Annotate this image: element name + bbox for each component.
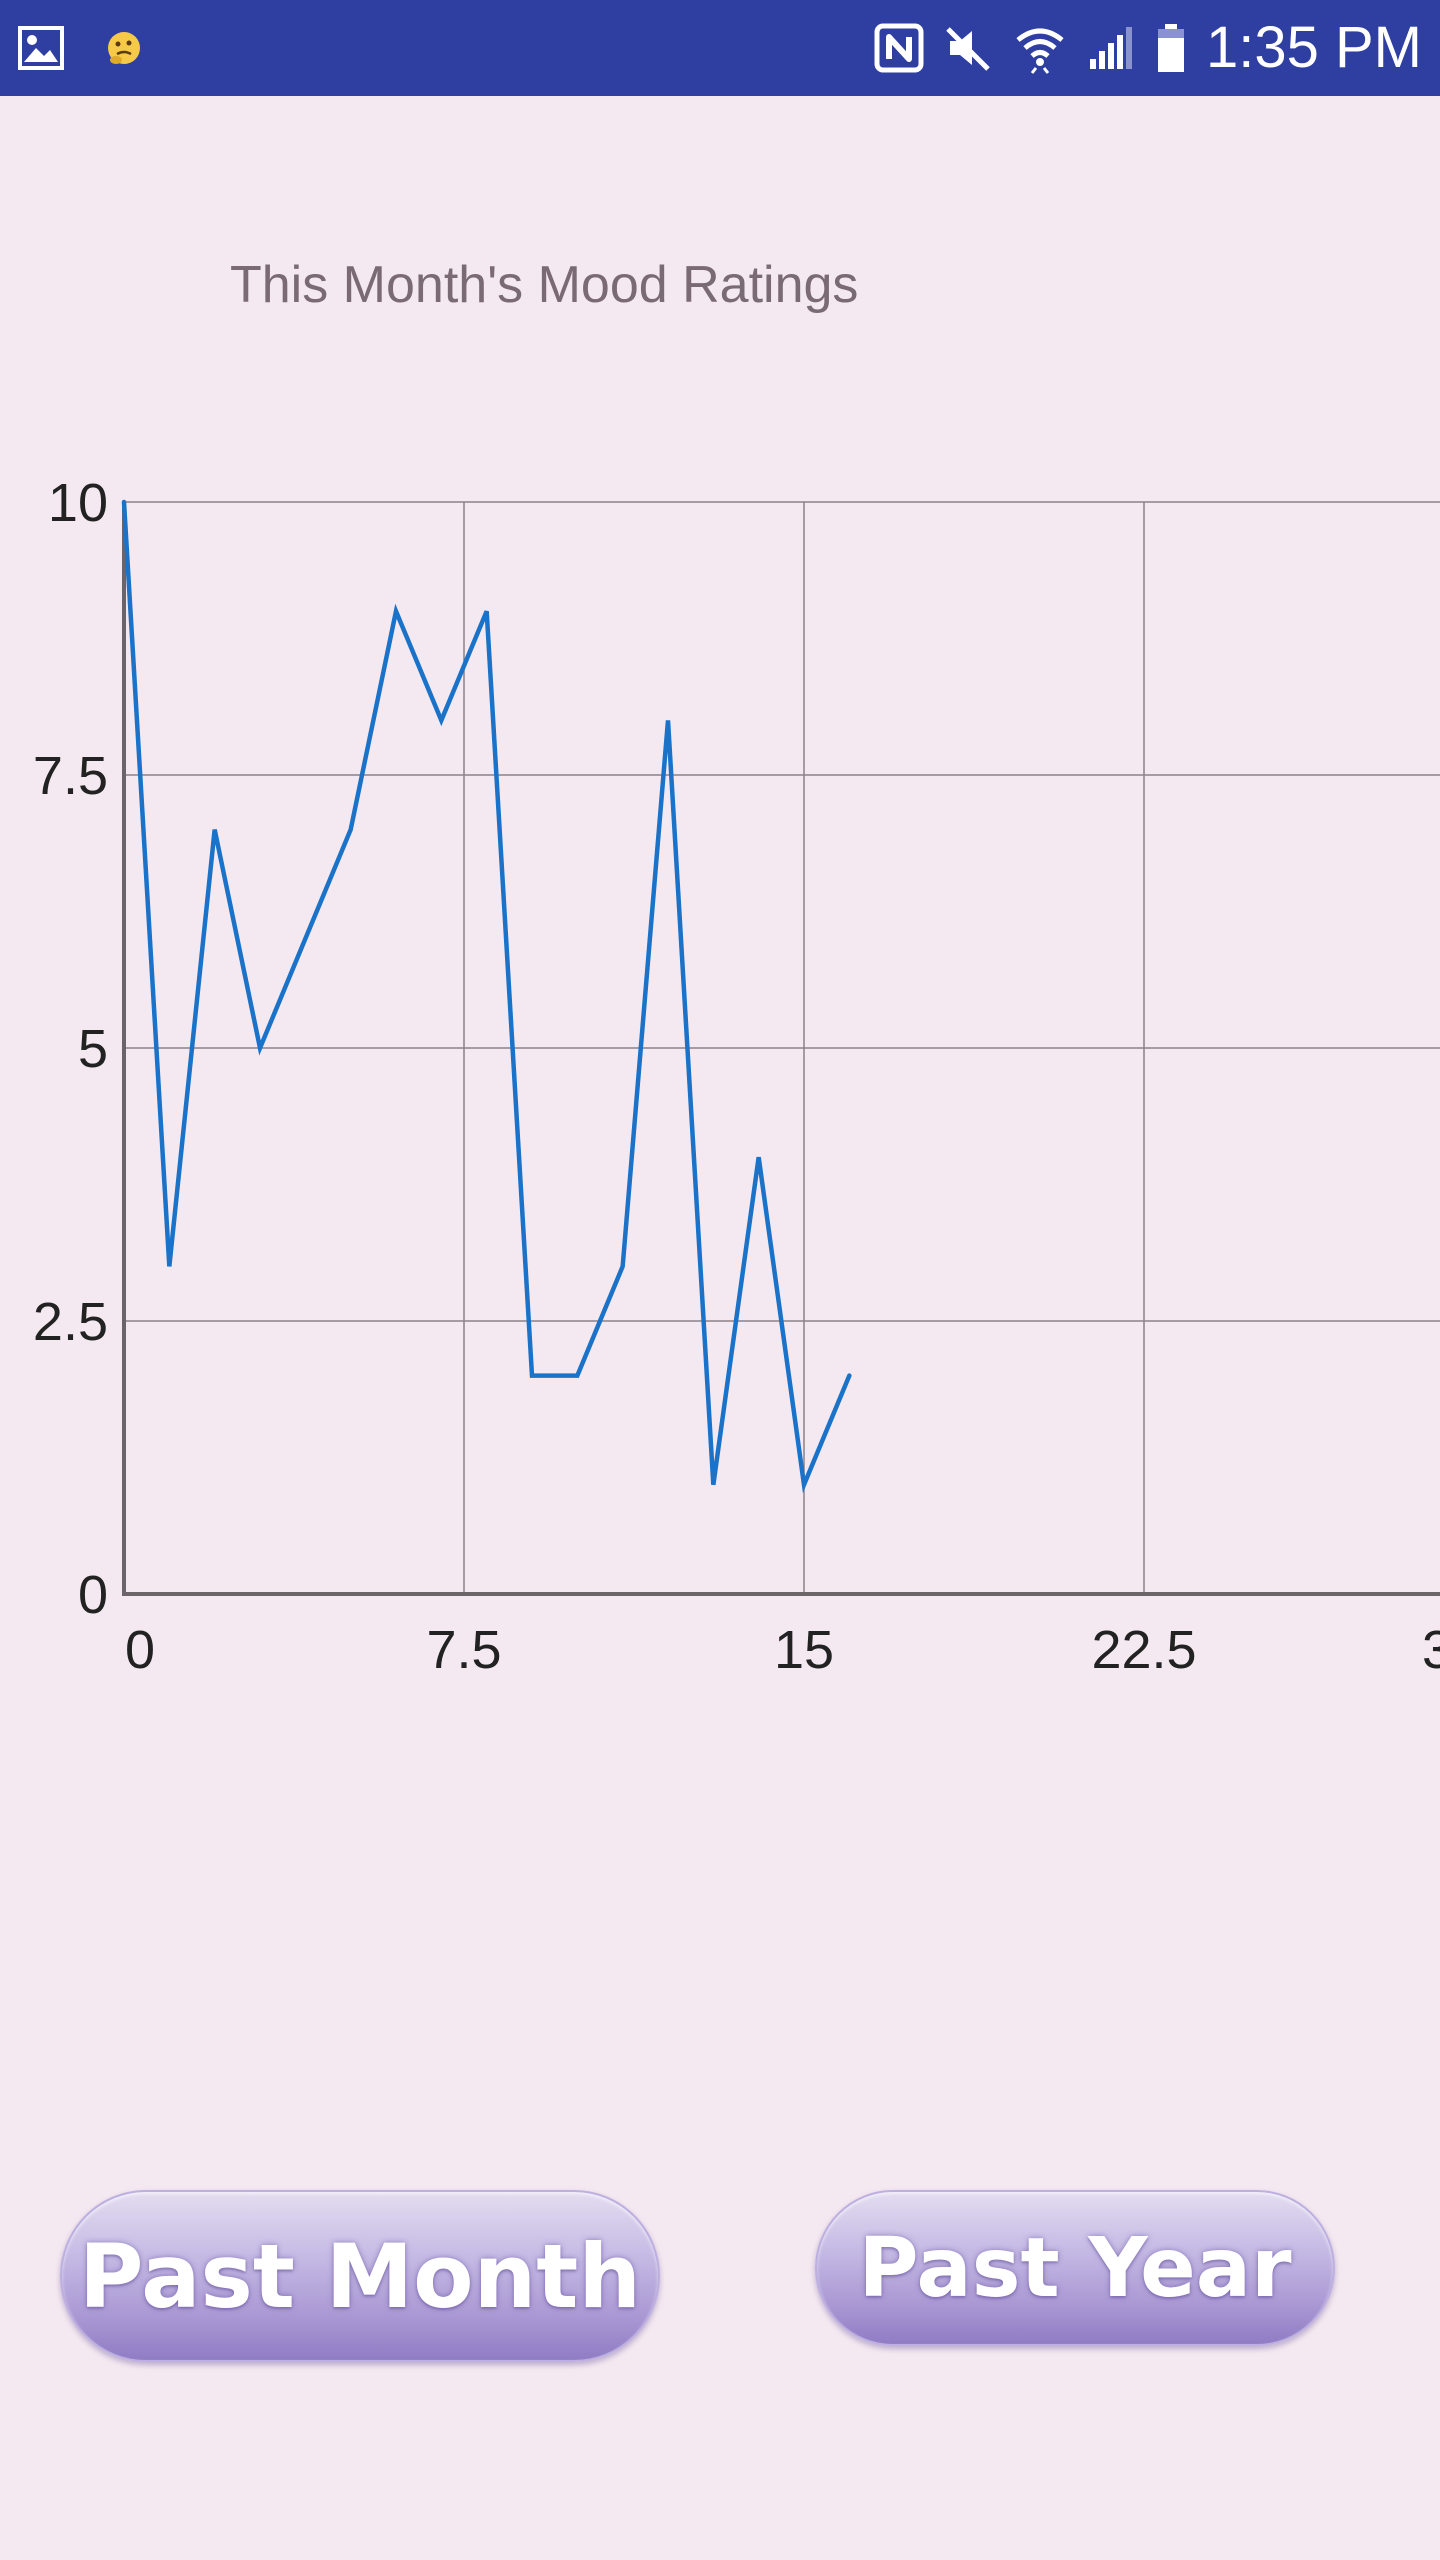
wifi-icon	[1016, 28, 1064, 74]
x-tick-label: 7.5	[426, 1620, 501, 1680]
image-icon	[18, 26, 64, 70]
x-tick-label: 22.5	[1091, 1620, 1196, 1680]
chart-series	[121, 499, 852, 1494]
thinking-face-icon	[108, 32, 140, 64]
x-tick-label: 15	[774, 1620, 834, 1680]
status-right-icons: 1:35 PM	[874, 18, 1422, 78]
mood-series-line	[121, 499, 852, 1494]
y-tick-label: 2.5	[33, 1292, 108, 1352]
battery-icon	[1158, 24, 1184, 72]
past-year-label: Past Year	[858, 2220, 1292, 2316]
x-tick-labels: 0 7.5 15 22.5 3	[125, 1620, 1440, 1680]
status-left-icons	[18, 24, 144, 72]
past-month-button[interactable]: Past Month	[60, 2190, 660, 2362]
y-tick-label: 7.5	[33, 746, 108, 806]
chart-axes	[122, 502, 1440, 1596]
x-tick-label: 0	[125, 1620, 155, 1680]
status-time: 1:35 PM	[1206, 15, 1422, 80]
chart-svg: 10 7.5 5 2.5 0 0 7.5 15 22.5 3	[33, 473, 1440, 1680]
y-tick-label: 0	[78, 1565, 108, 1625]
chart-grid	[124, 501, 1440, 1594]
x-tick-label: 3	[1422, 1620, 1440, 1680]
y-tick-label: 10	[48, 473, 108, 533]
mood-line-chart: 10 7.5 5 2.5 0 0 7.5 15 22.5 3	[0, 440, 1440, 1680]
signal-icon	[1090, 27, 1132, 69]
status-bar: 1:35 PM	[0, 0, 1440, 96]
past-year-button[interactable]: Past Year	[815, 2190, 1335, 2346]
chart-title: This Month's Mood Ratings	[230, 256, 859, 314]
nfc-icon	[874, 23, 924, 73]
past-month-label: Past Month	[79, 2224, 641, 2328]
mute-icon	[946, 27, 990, 71]
y-tick-label: 5	[78, 1019, 108, 1079]
y-tick-labels: 10 7.5 5 2.5 0	[33, 473, 108, 1625]
